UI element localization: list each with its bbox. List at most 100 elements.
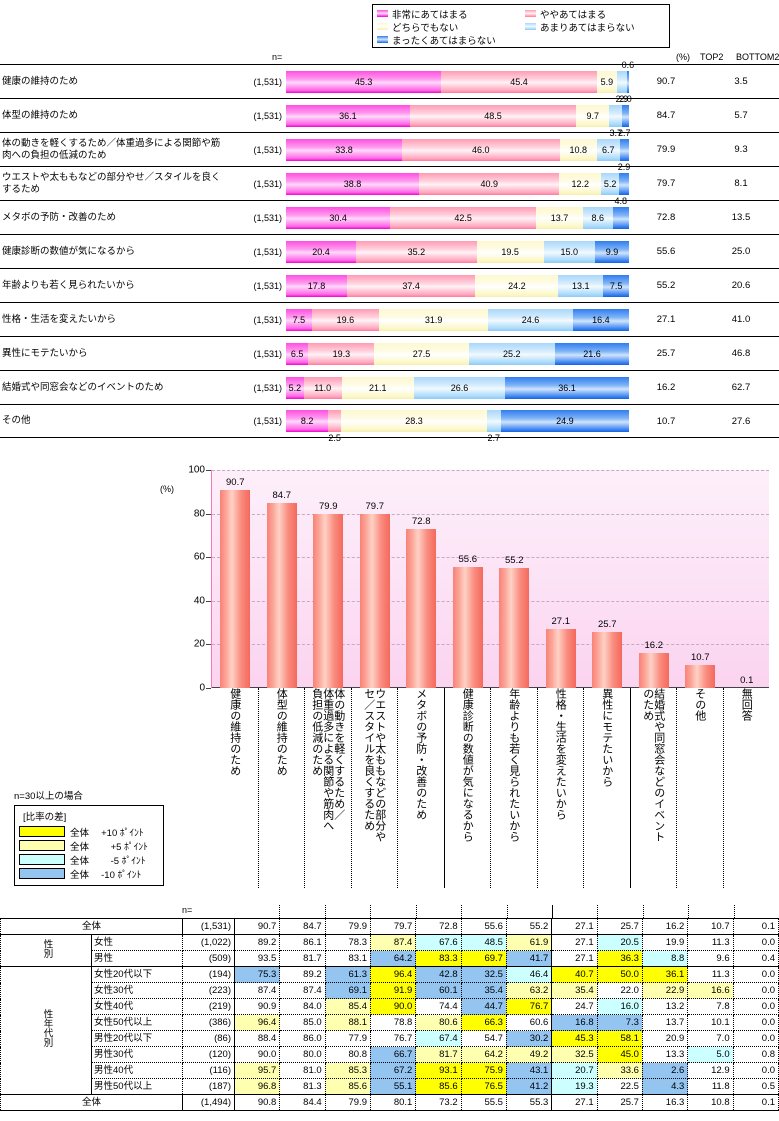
table-cell: 35.4 bbox=[460, 982, 507, 999]
table-cell: 19.9 bbox=[641, 934, 689, 951]
table-cell: 67.4 bbox=[415, 1030, 462, 1047]
x-axis-line bbox=[212, 687, 769, 688]
table-cell: 81.0 bbox=[279, 1062, 326, 1079]
row-sample-size: (86) bbox=[182, 1030, 235, 1047]
bar-value-label: 55.6 bbox=[458, 553, 478, 565]
segment-value: 5.2 bbox=[288, 382, 302, 393]
segment-value: 0.6 bbox=[621, 59, 635, 70]
bar-segment: 21.1 bbox=[341, 376, 414, 399]
segment-value: 6.7 bbox=[601, 144, 615, 155]
table-cell: 55.3 bbox=[505, 1094, 553, 1111]
stacked-bar: 5.2 11.0 21.1 26.6 36.1 bbox=[286, 371, 629, 404]
bar-segment: 40.9 bbox=[419, 172, 560, 195]
row-label: 女性20代以下 bbox=[91, 966, 183, 983]
row-label: 女性40代 bbox=[91, 998, 183, 1015]
category-label: 体型の維持のため bbox=[258, 688, 305, 888]
table-row: 男性20代以下 (86) 88.4 86.0 77.9 76.7 67.4 54.7 30.2 4… bbox=[1, 1030, 779, 1047]
diff-legend-item-2: 全体 -5 ﾎﾟｲﾝﾄ bbox=[19, 853, 159, 867]
category-label-column: 健康の維持のため bbox=[228, 688, 241, 776]
segment-value: 36.1 bbox=[558, 382, 576, 393]
y-axis-tick-label: 40 bbox=[193, 595, 205, 607]
bar-segment: 6.5 bbox=[286, 342, 309, 365]
bar bbox=[592, 631, 623, 688]
table-cell: 42.8 bbox=[415, 966, 462, 983]
table-cell: 27.1 bbox=[551, 934, 598, 951]
top2-value: 25.7 bbox=[656, 348, 676, 359]
stacked-bar-row: 体型の維持のため (1,531) 36.1 48.5 9.7 3.7 2.0 84.7 5.7 bbox=[0, 94, 779, 138]
table-cell: 76.7 bbox=[369, 1030, 417, 1047]
table-cell: 67.2 bbox=[369, 1062, 417, 1079]
segment-value: 2.9 bbox=[615, 93, 629, 104]
segment-value: 24.6 bbox=[521, 314, 540, 325]
table-cell: 88.1 bbox=[324, 1014, 371, 1031]
bar-segment: 2.9 bbox=[618, 162, 630, 195]
category-label-column: セ／スタイルを良くするため bbox=[362, 688, 375, 831]
table-cell: 79.9 bbox=[324, 1094, 371, 1111]
table-cell: 46.4 bbox=[505, 966, 553, 983]
bar-column: 16.2 bbox=[638, 470, 669, 688]
category-separator bbox=[490, 688, 491, 888]
bar-segment: 2.7 bbox=[618, 128, 631, 161]
y-axis-tick-label: 80 bbox=[193, 508, 205, 520]
segment-value: 5.9 bbox=[600, 76, 614, 87]
table-cell: 85.0 bbox=[279, 1014, 326, 1031]
legend-label: あまりあてはまらない bbox=[540, 22, 635, 34]
bar-segment: 20.4 bbox=[286, 240, 356, 263]
diff-swatch-icon bbox=[19, 854, 65, 865]
segment-value: 7.5 bbox=[609, 280, 623, 291]
row-label: 健康の維持のため bbox=[2, 75, 79, 87]
category-label-column: 無回答 bbox=[740, 688, 753, 721]
table-cell: 16.0 bbox=[596, 998, 643, 1015]
row-sample-size: (1,531) bbox=[253, 348, 282, 359]
row-sample-size: (1,022) bbox=[182, 934, 235, 951]
segment-value: 20.4 bbox=[312, 246, 330, 257]
table-cell: 16.8 bbox=[551, 1014, 598, 1031]
stacked-bar-row: 結婚式や同窓会などのイベントのため (1,531) 5.2 11.0 21.1 26.6 3… bbox=[0, 370, 779, 404]
row-sample-size: (116) bbox=[182, 1062, 235, 1079]
bar-segment: 27.5 bbox=[374, 342, 469, 365]
table-cell: 84.0 bbox=[279, 998, 326, 1015]
bar bbox=[359, 514, 390, 688]
table-cell: 13.2 bbox=[641, 998, 689, 1015]
table-cell: 7.8 bbox=[687, 998, 734, 1015]
stacked-bar: 38.8 40.9 12.2 5.2 2.9 bbox=[286, 162, 630, 200]
table-cell: 32.5 bbox=[460, 966, 507, 983]
table-cell: 95.7 bbox=[233, 1062, 281, 1079]
stacked-bar-row: 年齢よりも若く見られたいから (1,531) 17.8 37.4 24.2 13.1 7.5… bbox=[0, 268, 779, 302]
bottom2-value: 13.5 bbox=[731, 212, 751, 223]
bar bbox=[313, 513, 344, 688]
row-label: 男性30代 bbox=[91, 1046, 183, 1063]
segment-value: 33.8 bbox=[335, 144, 353, 155]
bar-segment: 8.2 bbox=[286, 410, 329, 432]
top2-value: 10.7 bbox=[656, 415, 676, 427]
segment-value: 3.7 bbox=[609, 127, 623, 138]
bar-value-label: 25.7 bbox=[598, 618, 617, 630]
bar-value-label: 55.2 bbox=[505, 554, 524, 566]
category-label: メタボの予防・改善のため bbox=[397, 688, 444, 888]
segment-value: 38.8 bbox=[343, 178, 362, 189]
bottom2-value: 46.8 bbox=[731, 348, 751, 359]
table-cell: 10.8 bbox=[687, 1094, 734, 1111]
row-group-label-sexage: 性年代別 bbox=[0, 966, 92, 1095]
legend-label: まったくあてはまらない bbox=[392, 35, 496, 47]
table-cell: 27.1 bbox=[551, 950, 598, 967]
bar-segment: 38.8 bbox=[286, 172, 420, 195]
bar-segment: 7.5 bbox=[286, 308, 312, 331]
category-separator bbox=[443, 688, 445, 888]
table-row: 男性 (509) 93.5 81.7 83.1 64.2 83.3 69.7 41.7 27.1 3… bbox=[1, 950, 779, 967]
table-cell: 8.8 bbox=[641, 950, 689, 967]
segment-value: 45.3 bbox=[354, 76, 373, 87]
segment-value: 21.6 bbox=[583, 348, 601, 359]
table-cell: 11.3 bbox=[687, 966, 734, 983]
stacked-bar-row: ウエストや太ももなどの部分やせ／スタイルを良くするため (1,531) 38.8 40… bbox=[0, 162, 779, 200]
row-label: その他 bbox=[2, 415, 31, 427]
legend-label: ややあてはまる bbox=[540, 9, 607, 21]
table-row: 全体 (1,494) 90.8 84.4 79.9 80.1 73.2 55.5 55.3 27.… bbox=[0, 1094, 779, 1111]
category-label-column: 年齢よりも若く見られたいから bbox=[507, 688, 520, 842]
top2-value: 55.6 bbox=[656, 246, 676, 257]
bar-segment: 35.2 bbox=[355, 240, 477, 263]
table-row: 女性40代 (219) 90.9 84.0 85.4 90.0 74.4 44.7 76.7 24… bbox=[1, 998, 779, 1015]
bar-column: 79.9 bbox=[313, 470, 344, 688]
category-label: のため 結婚式や同窓会などのイベント bbox=[630, 688, 677, 888]
bar-segment: 24.9 bbox=[500, 410, 629, 432]
